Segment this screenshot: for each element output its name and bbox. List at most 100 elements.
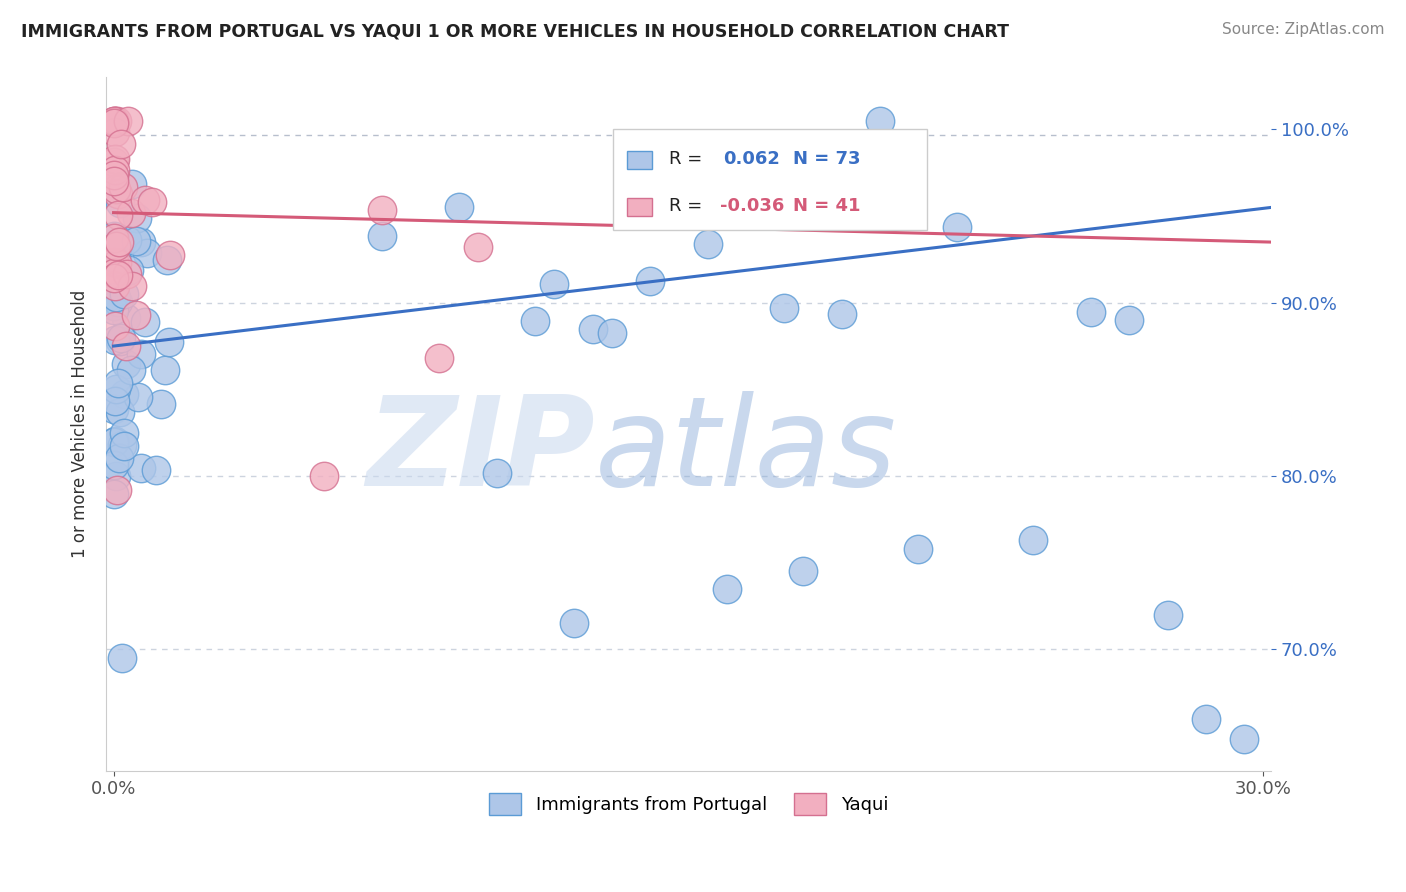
Point [104, 113, 127, 128]
Point [115, 267, 138, 281]
Point [103, 113, 125, 128]
Point [716, 582, 738, 596]
Text: N = 73: N = 73 [793, 150, 860, 168]
Point [153, 363, 176, 377]
Point [104, 152, 127, 166]
Point [1118, 312, 1140, 326]
Text: ZIP: ZIP [367, 392, 595, 512]
Point [105, 238, 128, 252]
Point [107, 294, 129, 309]
FancyBboxPatch shape [627, 198, 652, 216]
Point [427, 351, 450, 366]
Point [112, 386, 135, 401]
Point [543, 277, 565, 291]
Point [103, 168, 125, 182]
Point [114, 357, 136, 371]
Point [105, 251, 128, 265]
Point [869, 113, 891, 128]
Point [1080, 305, 1102, 319]
Point [110, 405, 132, 419]
Point [103, 435, 125, 450]
Point [125, 308, 148, 322]
Point [103, 229, 125, 244]
Point [141, 194, 163, 209]
Point [103, 174, 125, 188]
Point [145, 463, 167, 477]
Point [104, 318, 127, 333]
Point [104, 434, 127, 448]
Point [103, 266, 125, 280]
Point [907, 541, 929, 556]
Point [638, 274, 661, 288]
Point [108, 334, 131, 349]
Point [582, 322, 605, 336]
Point [103, 238, 125, 252]
Point [696, 236, 718, 251]
Point [118, 262, 141, 277]
Point [125, 235, 148, 249]
Text: N = 41: N = 41 [793, 197, 860, 215]
Point [129, 461, 152, 475]
Point [105, 483, 128, 497]
Point [103, 255, 125, 269]
Point [129, 347, 152, 361]
Point [114, 311, 136, 326]
Point [135, 245, 157, 260]
Point [110, 137, 132, 152]
Point [1233, 732, 1256, 747]
Point [110, 651, 132, 665]
Point [115, 339, 138, 353]
Point [120, 206, 142, 220]
Point [103, 270, 125, 285]
FancyBboxPatch shape [627, 151, 652, 169]
Point [112, 439, 135, 453]
Text: IMMIGRANTS FROM PORTUGAL VS YAQUI 1 OR MORE VEHICLES IN HOUSEHOLD CORRELATION CH: IMMIGRANTS FROM PORTUGAL VS YAQUI 1 OR M… [21, 22, 1010, 40]
Point [105, 252, 128, 267]
Point [103, 302, 125, 317]
Point [108, 196, 131, 211]
Point [125, 211, 148, 226]
Point [105, 255, 128, 269]
Point [107, 187, 129, 202]
Point [831, 307, 853, 321]
Point [157, 334, 180, 349]
Point [1156, 607, 1178, 622]
Point [110, 331, 132, 345]
Legend: Immigrants from Portugal, Yaqui: Immigrants from Portugal, Yaqui [479, 784, 897, 824]
Point [111, 180, 134, 194]
Text: R =: R = [669, 150, 707, 168]
Point [107, 450, 129, 465]
Point [134, 315, 156, 329]
Point [371, 229, 394, 244]
Point [149, 397, 172, 411]
Point [121, 279, 143, 293]
Point [647, 166, 669, 180]
Point [111, 437, 134, 451]
Point [103, 333, 125, 347]
Point [1195, 712, 1218, 726]
Point [562, 616, 585, 631]
Point [134, 193, 156, 207]
Point [103, 458, 125, 473]
Point [105, 290, 128, 304]
Text: atlas: atlas [595, 392, 897, 512]
Text: R =: R = [669, 197, 707, 215]
Point [105, 242, 128, 256]
Point [103, 125, 125, 139]
Point [159, 248, 181, 262]
Point [103, 299, 125, 313]
Point [112, 287, 135, 301]
Point [104, 468, 127, 483]
Point [946, 220, 969, 235]
Point [108, 235, 131, 250]
Y-axis label: 1 or more Vehicles in Household: 1 or more Vehicles in Household [72, 290, 89, 558]
Text: 0.062: 0.062 [724, 150, 780, 168]
Point [485, 466, 508, 480]
Point [524, 314, 547, 328]
Point [112, 425, 135, 440]
Point [104, 186, 127, 201]
Point [156, 252, 179, 267]
Point [371, 203, 394, 218]
Point [117, 113, 139, 128]
Point [105, 182, 128, 196]
